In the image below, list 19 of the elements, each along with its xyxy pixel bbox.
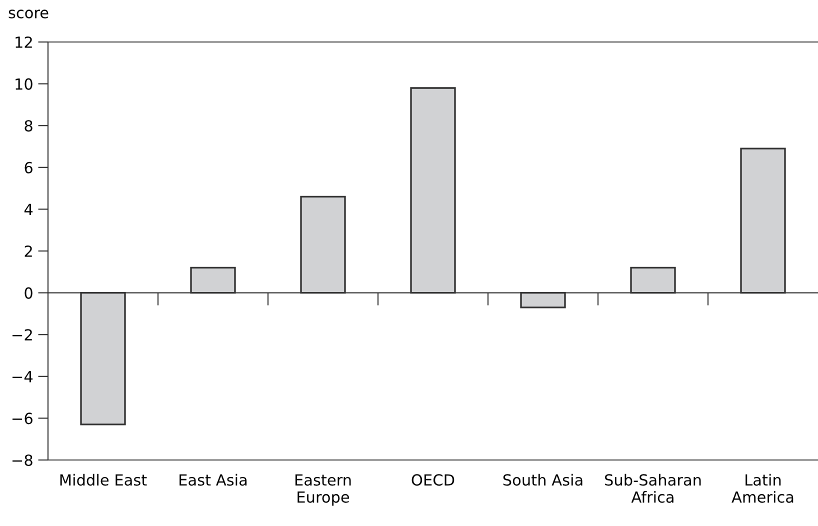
y-tick-label: 10 bbox=[16, 78, 32, 90]
y-axis-title: score bbox=[8, 10, 48, 18]
y-tick-label: −2 bbox=[12, 329, 32, 340]
x-tick-label: South Asia bbox=[503, 474, 582, 486]
y-tick-label: 6 bbox=[24, 162, 32, 174]
x-tick-label: Sub-Saharan Africa bbox=[604, 474, 701, 503]
y-tick-label: 4 bbox=[24, 204, 33, 216]
y-tick-label: 12 bbox=[16, 36, 32, 48]
y-tick-label: −4 bbox=[12, 371, 33, 382]
x-tick-label: Latin America bbox=[732, 474, 794, 503]
y-tick-label: 8 bbox=[24, 120, 32, 132]
x-tick-label: Eastern Europe bbox=[295, 474, 351, 506]
y-tick-label: −6 bbox=[12, 412, 32, 424]
y-tick-label: 2 bbox=[24, 245, 32, 257]
x-tick-label: East Asia bbox=[180, 474, 247, 486]
y-tick-label: 0 bbox=[24, 287, 32, 299]
x-tick-label: OECD bbox=[412, 474, 454, 486]
x-tick-label: Middle East bbox=[60, 474, 147, 486]
y-tick-label: −8 bbox=[12, 454, 32, 466]
